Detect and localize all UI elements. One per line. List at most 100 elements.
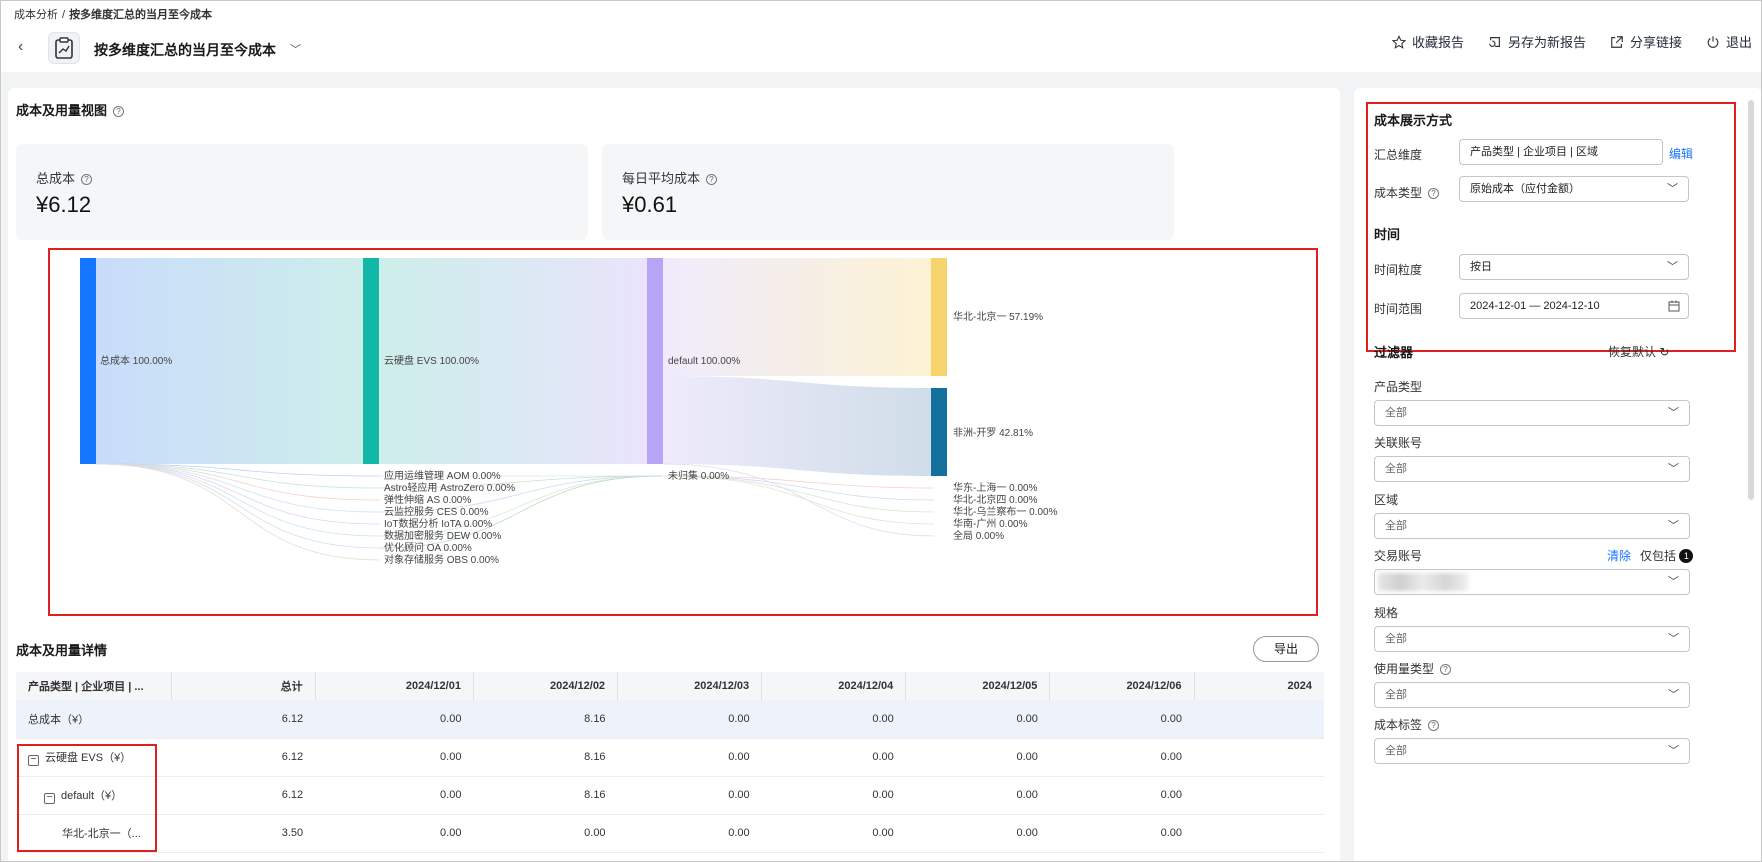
export-button[interactable]: 导出 (1253, 636, 1319, 662)
help-icon[interactable]: ? (81, 174, 93, 185)
column-header[interactable]: 2024/12/05 (905, 672, 1051, 700)
table-cell: 6.12 (171, 776, 316, 815)
flow-total-to-evs (96, 258, 363, 464)
table-row: 华北-北京一（... 3.50 0.00 0.00 0.00 0.00 0.00… (16, 814, 1324, 853)
sankey-label-beijing4: 华北-北京四 0.00% (953, 493, 1038, 506)
chevron-down-icon: ﹀ (1667, 261, 1678, 273)
chevron-down-icon: ﹀ (1668, 576, 1679, 588)
chevron-down-icon: ﹀ (1668, 520, 1679, 532)
breadcrumb: 成本分析 / 按多维度汇总的当月至今成本 (14, 6, 212, 22)
sankey-labels: 总成本 100.00% 云硬盘 EVS 100.00% 应用运维管理 AOM 0… (100, 310, 1058, 566)
table-cell: 6.12 (171, 700, 316, 739)
edit-dimension-link[interactable]: 编辑 (1669, 147, 1694, 161)
favorite-report-label: 收藏报告 (1411, 35, 1464, 50)
column-header[interactable]: 2024/12/02 (473, 672, 619, 700)
clear-trade-account-link[interactable]: 清除 (1607, 549, 1632, 563)
sankey-node-total[interactable] (80, 258, 96, 464)
collapse-toggle-icon[interactable]: − (28, 754, 39, 766)
column-header[interactable]: 总计 (171, 672, 316, 700)
agg-dimension-label: 汇总维度 (1374, 148, 1423, 162)
column-header[interactable]: 2024 (1194, 672, 1324, 700)
filter-linked-account-label: 关联账号 (1374, 436, 1423, 450)
include-only-toggle[interactable]: 仅包括 1 (1640, 547, 1694, 564)
table-cell: 0.00 (315, 776, 474, 815)
sankey-label-as: 弹性伸缩 AS 0.00% (384, 493, 471, 506)
overview-title-text: 成本及用量视图 (16, 103, 108, 118)
reset-defaults-button[interactable]: 恢复默认 ↻ (1608, 343, 1669, 360)
column-header[interactable]: 产品类型 | 企业项目 | ... (16, 672, 172, 700)
sankey-svg: 总成本 100.00% 云硬盘 EVS 100.00% 应用运维管理 AOM 0… (80, 258, 1058, 566)
total-cost-label: 总成本? (36, 168, 93, 187)
top-bar: 成本分析 / 按多维度汇总的当月至今成本 ‹ 按多维度汇总的当月至今成本 ﹀ 收藏报… (0, 0, 1762, 72)
sankey-node-default[interactable] (647, 258, 663, 464)
sankey-label-astrozero: Astro轻应用 AstroZero 0.00% (384, 481, 515, 494)
filter-linked-account-value: 全部 (1385, 463, 1407, 475)
breadcrumb-parent[interactable]: 成本分析 (14, 9, 58, 21)
column-header[interactable]: 2024/12/01 (315, 672, 474, 700)
table-cell: 0.00 (617, 700, 762, 739)
share-link-button[interactable]: 分享链接 (1610, 32, 1682, 51)
table-cell: 8.16 (473, 700, 618, 739)
time-range-picker[interactable]: 2024-12-01 — 2024-12-10 (1459, 293, 1689, 319)
daily-average-value: ¥0.61 (622, 192, 678, 217)
help-icon[interactable]: ? (1428, 720, 1440, 731)
sankey-node-beijing1[interactable] (931, 258, 947, 376)
help-icon[interactable]: ? (1428, 188, 1440, 199)
chevron-down-icon: ﹀ (1668, 745, 1679, 757)
filter-trade-account-label: 交易账号 (1374, 549, 1423, 563)
page-title: 按多维度汇总的当月至今成本 (94, 42, 276, 58)
filter-usage-type-value: 全部 (1385, 689, 1407, 701)
favorite-report-button[interactable]: 收藏报告 (1391, 32, 1464, 51)
exit-button[interactable]: 退出 (1706, 32, 1752, 51)
time-granularity-value: 按日 (1470, 261, 1492, 273)
share-icon (1611, 35, 1623, 48)
column-header[interactable]: 2024/12/03 (617, 672, 763, 700)
star-icon (1391, 34, 1406, 49)
table-cell: 0.00 (617, 776, 762, 815)
share-link-label: 分享链接 (1629, 35, 1682, 50)
total-cost-card: 总成本? ¥6.12 (16, 144, 588, 240)
filter-linked-account-select[interactable]: 全部 ﹀ (1374, 456, 1690, 482)
help-icon[interactable]: ? (1440, 664, 1452, 675)
help-icon[interactable]: ? (706, 174, 718, 185)
filter-spec-label: 规格 (1374, 606, 1399, 620)
refresh-icon: ↻ (1659, 345, 1670, 359)
chevron-down-icon[interactable]: ﹀ (290, 44, 301, 56)
chevron-down-icon: ﹀ (1668, 633, 1679, 645)
selected-count-badge: 1 (1679, 549, 1694, 563)
sankey-node-cairo[interactable] (931, 388, 947, 476)
filter-product-type-select[interactable]: 全部 ﹀ (1374, 400, 1690, 426)
back-arrow-icon[interactable]: ‹ (18, 38, 24, 55)
filter-cost-tag-label-text: 成本标签 (1374, 718, 1423, 732)
chevron-down-icon: ﹀ (1668, 463, 1679, 475)
sankey-node-evs[interactable] (363, 258, 379, 464)
include-only-label: 仅包括 (1640, 549, 1677, 563)
report-logo-icon (48, 32, 80, 64)
collapse-toggle-icon[interactable]: − (44, 792, 55, 804)
table-row: − default（¥） 6.12 0.00 8.16 0.00 0.00 0.0… (16, 776, 1324, 815)
sankey-label-guangzhou: 华南-广州 0.00% (953, 517, 1028, 530)
sankey-label-unallocated: 未归集 0.00% (668, 469, 729, 482)
filter-spec-select[interactable]: 全部 ﹀ (1374, 626, 1690, 652)
table-cell: 0.00 (761, 700, 906, 739)
filter-cost-tag-select[interactable]: 全部 ﹀ (1374, 738, 1690, 764)
sankey-label-obs: 对象存储服务 OBS 0.00% (384, 553, 499, 566)
filter-region-select[interactable]: 全部 ﹀ (1374, 513, 1690, 539)
column-header[interactable]: 2024/12/04 (761, 672, 907, 700)
chevron-down-icon: ﹀ (1668, 689, 1679, 701)
help-icon[interactable]: ? (113, 106, 125, 117)
save-as-new-report-button[interactable]: 另存为新报告 (1488, 32, 1586, 51)
table-cell: 0.00 (905, 776, 1050, 815)
settings-panel: 成本展示方式 汇总维度 产品类型 | 企业项目 | 区域 编辑 成本类型? 原始… (1354, 88, 1762, 862)
table-cell: 0.00 (761, 776, 906, 815)
cost-type-select[interactable]: 原始成本（应付金额） ﹀ (1459, 176, 1689, 202)
sankey-label-evs: 云硬盘 EVS 100.00% (384, 354, 479, 367)
time-granularity-select[interactable]: 按日 ﹀ (1459, 254, 1689, 280)
agg-dimension-field[interactable]: 产品类型 | 企业项目 | 区域 (1459, 139, 1663, 165)
display-settings-highlight (1366, 102, 1736, 352)
panel-scrollbar[interactable] (1748, 100, 1754, 500)
filter-usage-type-select[interactable]: 全部 ﹀ (1374, 682, 1690, 708)
sankey-label-global: 全局 0.00% (953, 529, 1004, 542)
column-header[interactable]: 2024/12/06 (1049, 672, 1195, 700)
table-cell: 0.00 (1049, 700, 1194, 739)
